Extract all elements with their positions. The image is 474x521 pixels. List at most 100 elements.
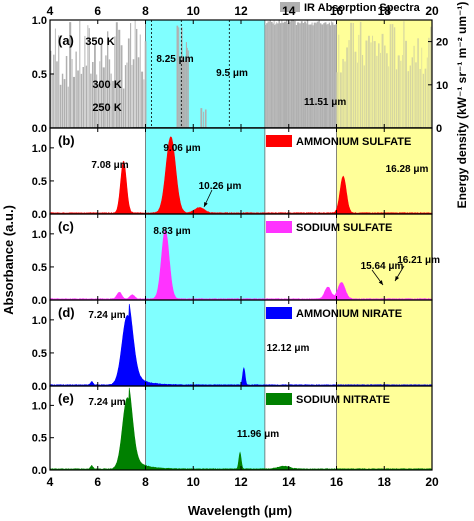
ir-absorption-band — [409, 65, 412, 128]
ir-absorption-band — [85, 65, 88, 128]
ir-absorption-band — [389, 24, 391, 128]
ir-absorption-band — [384, 45, 386, 129]
ir-absorption-band — [311, 22, 313, 129]
ir-absorption-band — [115, 22, 118, 129]
ir-absorption-band — [411, 57, 413, 129]
ir-absorption-band — [134, 20, 136, 128]
ir-absorption-band — [144, 41, 147, 128]
curve-label-350k: 350 K — [85, 36, 114, 48]
ir-absorption-band — [421, 47, 423, 128]
x-tick-label-bottom: 10 — [187, 475, 201, 489]
legend-swatch-ir — [280, 2, 300, 12]
ir-absorption-band — [276, 22, 278, 128]
ir-absorption-band — [266, 23, 268, 128]
x-tick-label-top: 14 — [282, 4, 296, 18]
ir-absorption-band — [309, 24, 312, 128]
x-tick-label-top: 16 — [330, 4, 344, 18]
y-tick-label-right: 10 — [436, 80, 448, 92]
peak-annotation: 7.08 μm — [91, 160, 128, 171]
ir-absorption-band — [330, 25, 332, 129]
ir-absorption-band — [96, 74, 98, 128]
ir-absorption-band — [370, 42, 372, 129]
ir-absorption-band — [108, 59, 111, 128]
ir-absorption-band — [300, 21, 303, 129]
ir-absorption-band — [328, 22, 331, 129]
panel-label: (e) — [58, 391, 74, 406]
x-tick-label-top: 8 — [142, 4, 149, 18]
ir-absorption-band — [365, 40, 368, 128]
ir-absorption-band — [333, 24, 336, 129]
ir-absorption-band — [179, 61, 181, 128]
ir-absorption-band — [304, 21, 307, 128]
ir-absorption-band — [356, 62, 358, 128]
ir-absorption-band — [372, 35, 374, 129]
ir-absorption-band — [326, 24, 328, 128]
ir-absorption-band — [363, 65, 365, 128]
ir-absorption-band — [275, 23, 277, 128]
y-tick-label-right: 0 — [436, 123, 442, 135]
peak-annotation: 11.96 μm — [237, 429, 279, 440]
ir-absorption-band — [352, 22, 354, 128]
ir-absorption-band — [50, 50, 52, 129]
ir-absorption-band — [285, 20, 288, 128]
panel-label: (a) — [58, 33, 74, 48]
ir-absorption-band — [61, 73, 64, 128]
ir-absorption-band — [373, 41, 376, 129]
window-region-cyan — [145, 386, 265, 470]
ir-absorption-band — [279, 23, 282, 128]
x-tick-label-top: 6 — [94, 4, 101, 18]
ir-absorption-band — [287, 23, 290, 128]
ir-absorption-band — [428, 37, 430, 128]
ir-absorption-band — [269, 20, 271, 129]
legend-label-sodium-nitrate: SODIUM NITRATE — [296, 394, 390, 406]
ir-absorption-band — [182, 56, 185, 128]
ir-absorption-band — [67, 86, 69, 128]
ir-absorption-band — [331, 21, 333, 129]
ir-absorption-band — [278, 20, 280, 128]
ir-absorption-band — [388, 66, 390, 128]
ir-absorption-band — [90, 73, 92, 128]
ir-absorption-band — [422, 73, 425, 128]
annotation-arrow-head — [204, 202, 208, 207]
ir-absorption-band — [336, 72, 338, 128]
ir-absorption-band — [105, 55, 107, 129]
ir-absorption-band — [323, 23, 325, 129]
window-region-yellow — [336, 300, 432, 386]
ir-absorption-band — [306, 20, 309, 128]
ir-absorption-band — [282, 22, 284, 128]
ir-absorption-band — [80, 73, 83, 128]
ir-absorption-band — [120, 45, 123, 128]
ir-absorption-band — [107, 31, 109, 128]
peak-annotation: 8.83 μm — [153, 226, 190, 237]
ir-absorption-band — [141, 71, 144, 128]
x-tick-label-bottom: 20 — [425, 475, 439, 489]
ir-absorption-band — [430, 26, 433, 128]
ir-absorption-band — [378, 43, 380, 128]
ir-absorption-band — [290, 20, 293, 129]
legend-label-ammonium-nitrate: AMMONIUM NIRATE — [296, 308, 402, 320]
ir-absorption-band — [72, 76, 76, 128]
frame-layer: 0.0 0.5 1.0 0.0 0.5 1.0 0.0 0.5 1.0 0.0 0.5 1.0 0.0 0… — [32, 4, 449, 489]
ir-absorption-band — [358, 34, 360, 128]
ir-absorption-band — [143, 79, 145, 128]
ir-absorption-band — [77, 70, 79, 128]
x-axis-title: Wavelength (μm) — [188, 503, 292, 518]
ir-absorption-band — [178, 27, 180, 129]
ir-absorption-band — [112, 80, 114, 128]
window-region-yellow — [336, 386, 432, 470]
annotation-arrow-head — [395, 276, 400, 281]
ir-absorption-band — [63, 79, 66, 128]
ir-absorption-band — [348, 40, 350, 129]
ir-absorption-band — [88, 28, 90, 128]
y-tick-label: 0.0 — [32, 381, 47, 393]
ir-absorption-band — [204, 109, 207, 128]
ir-absorption-band — [180, 62, 182, 128]
ir-absorption-band — [94, 44, 96, 128]
ir-absorption-band — [131, 64, 133, 128]
ir-absorption-band — [295, 24, 298, 128]
ir-absorption-band — [397, 55, 400, 128]
ir-absorption-band — [302, 23, 305, 129]
ir-absorption-band — [339, 72, 342, 128]
ir-absorption-band — [299, 23, 301, 129]
ir-absorption-band — [324, 22, 327, 128]
